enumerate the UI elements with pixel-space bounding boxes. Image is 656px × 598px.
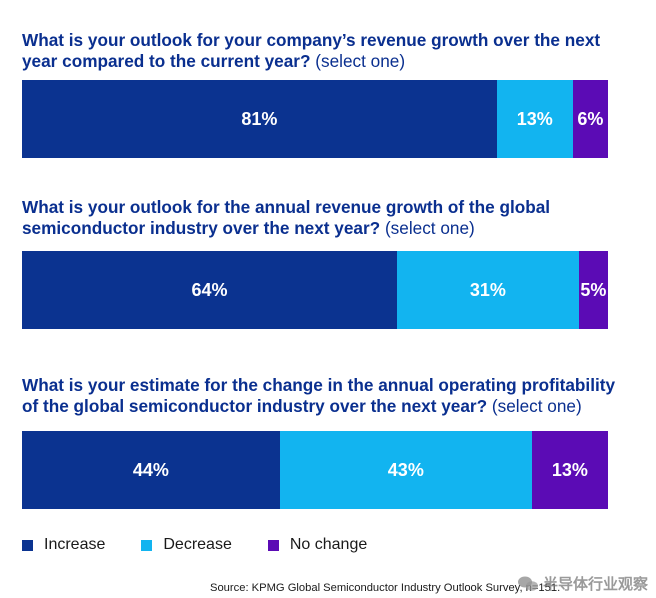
legend-item-increase: Increase — [22, 536, 105, 554]
data-label-increase: 81% — [241, 108, 278, 129]
legend: Increase Decrease No change — [22, 536, 403, 554]
question-2: What is your outlook for the annual reve… — [22, 197, 622, 239]
bar-segment-increase: 44% — [22, 431, 280, 509]
data-label-no-change: 13% — [551, 459, 588, 480]
bar-segment-no-change: 13% — [531, 431, 608, 509]
legend-swatch-no-change — [267, 539, 279, 551]
legend-swatch-increase — [22, 539, 33, 551]
question-1: What is your outlook for your company’s … — [22, 30, 622, 72]
bar-segment-no-change: 6% — [572, 80, 608, 158]
data-label-decrease: 31% — [469, 279, 506, 300]
wechat-logo-icon — [517, 576, 538, 591]
legend-label-no-change: No change — [289, 536, 368, 553]
data-label-decrease: 43% — [387, 459, 424, 480]
bar-segment-decrease: 43% — [279, 431, 532, 509]
question-2-note: (select one) — [384, 218, 475, 238]
stacked-bar-2: 64% 31% 5% — [22, 251, 608, 329]
data-label-increase: 64% — [191, 279, 228, 300]
legend-item-decrease: Decrease — [141, 536, 232, 554]
data-label-decrease: 13% — [516, 108, 553, 129]
watermark: 半导体行业观察 — [517, 573, 648, 594]
data-label-no-change: 6% — [577, 108, 604, 129]
source-note: Source: KPMG Global Semiconductor Indust… — [210, 582, 561, 594]
legend-label-increase: Increase — [44, 536, 106, 553]
stacked-bar-1: 81% 13% 6% — [22, 80, 608, 158]
bar-segment-no-change: 5% — [578, 251, 608, 329]
question-3: What is your estimate for the change in … — [22, 375, 622, 417]
question-3-text: What is your estimate for the change in … — [22, 375, 616, 416]
stacked-bar-3: 44% 43% 13% — [22, 431, 608, 509]
question-2-text: What is your outlook for the annual reve… — [22, 197, 551, 238]
legend-label-decrease: Decrease — [163, 536, 232, 553]
legend-swatch-decrease — [141, 539, 153, 551]
watermark-text: 半导体行业观察 — [542, 576, 648, 593]
question-1-text: What is your outlook for your company’s … — [22, 30, 601, 71]
question-3-note: (select one) — [491, 396, 582, 416]
data-label-no-change: 5% — [580, 279, 607, 300]
bar-segment-decrease: 13% — [496, 80, 573, 158]
bar-segment-decrease: 31% — [397, 251, 579, 329]
data-label-increase: 44% — [132, 459, 169, 480]
bar-segment-increase: 81% — [22, 80, 497, 158]
legend-item-no-change: No change — [267, 536, 368, 554]
bar-segment-increase: 64% — [22, 251, 398, 329]
question-1-note: (select one) — [315, 51, 406, 71]
